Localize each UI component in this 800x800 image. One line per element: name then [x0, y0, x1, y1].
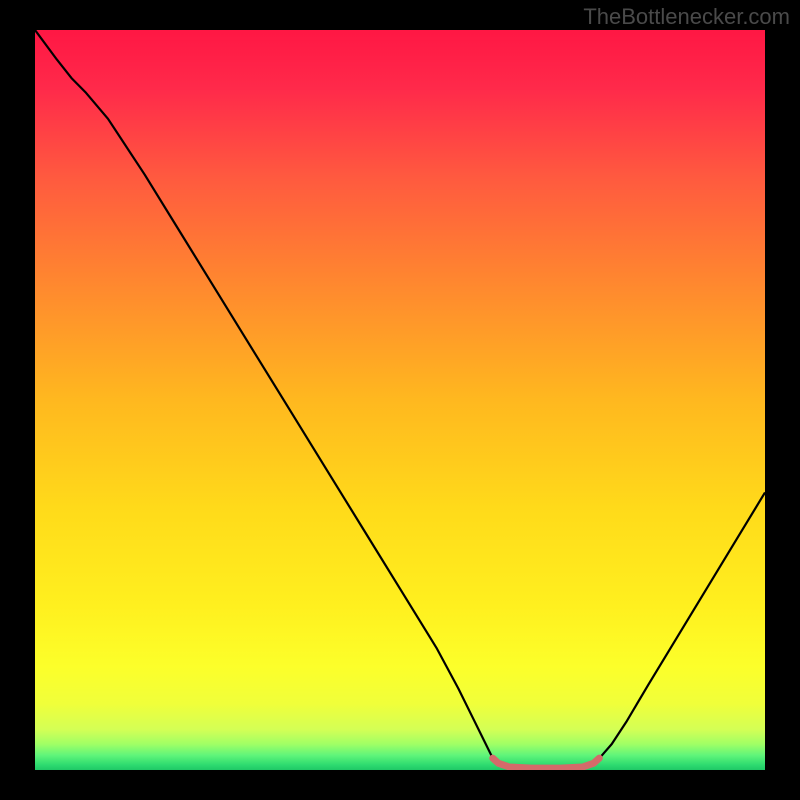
- watermark-text: TheBottlenecker.com: [583, 4, 790, 30]
- bottleneck-curve: [35, 30, 765, 769]
- plot-area: [35, 30, 765, 770]
- chart-overlay: [35, 30, 765, 770]
- optimal-range-marker: [493, 758, 600, 768]
